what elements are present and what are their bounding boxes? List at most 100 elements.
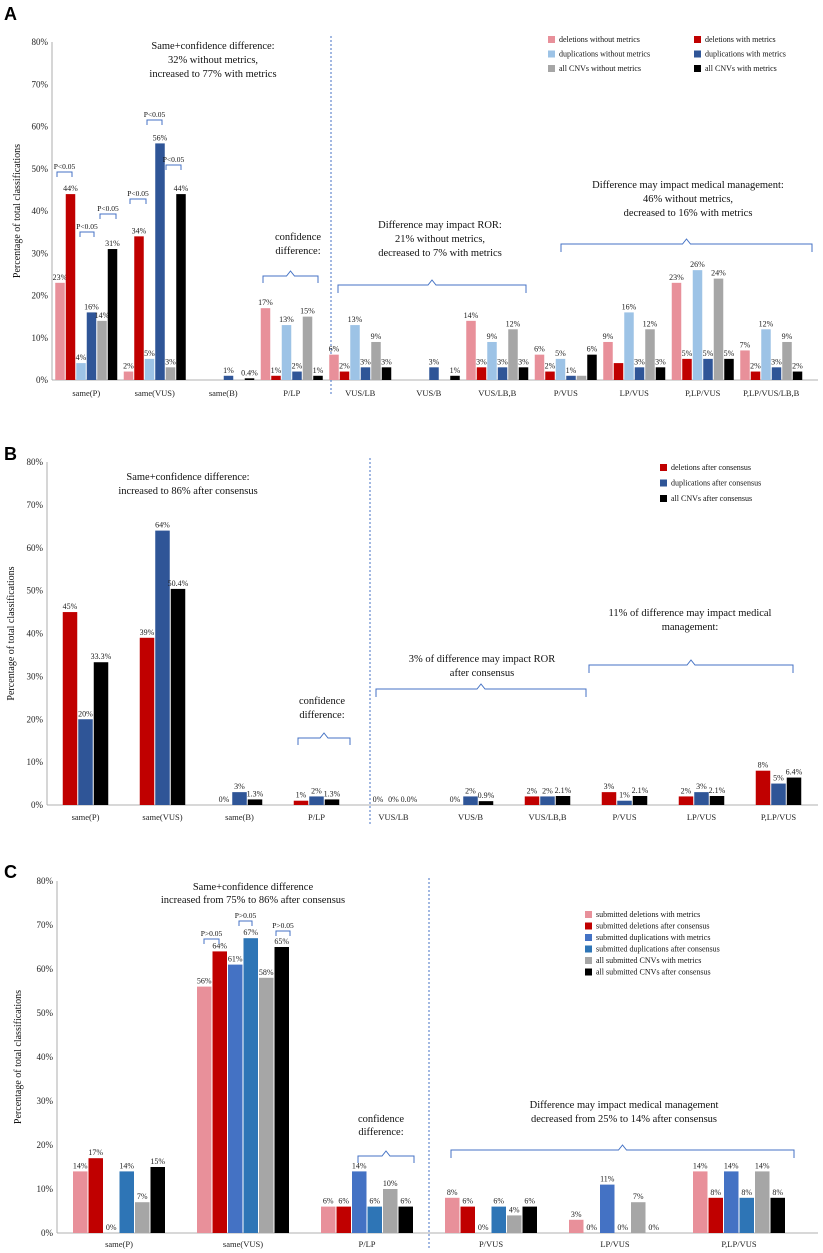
panel-b-legend-label: duplications after consensus <box>671 479 761 488</box>
panel-b-bar <box>78 719 93 805</box>
panel-c-annotation-text: Same+confidence difference <box>193 882 314 893</box>
panel-a-bar <box>487 341 497 380</box>
panel-a-bar <box>86 312 97 380</box>
panel-a-bar <box>671 282 682 380</box>
panel-a-significance-label: P<0.05 <box>76 222 98 231</box>
panel-c-bar <box>274 947 289 1233</box>
panel-c-bar <box>88 1158 103 1233</box>
panel-b-bar <box>555 795 571 805</box>
panel-b-data-label: 0% <box>373 795 384 804</box>
panel-c-legend-label: all submitted CNVs after consensus <box>596 968 711 977</box>
panel-b-data-label: 1% <box>619 791 630 800</box>
panel-c-data-label: 0% <box>648 1223 659 1232</box>
panel-c-bar <box>367 1206 382 1233</box>
panel-c-ytick-label: 10% <box>37 1184 54 1194</box>
panel-a-bar <box>107 249 118 380</box>
panel-a-data-label: 5% <box>682 349 693 358</box>
panel-b-bar <box>309 796 324 805</box>
panel-b-bar <box>678 796 694 805</box>
panel-c-ytick-label: 20% <box>37 1140 54 1150</box>
panel-a-legend-label: deletions with metrics <box>705 35 776 44</box>
panel-a-data-label: 5% <box>724 349 735 358</box>
panel-a-bar <box>576 375 587 380</box>
panel-c-data-label: 61% <box>228 955 243 964</box>
panel-a-annotation-text: difference: <box>275 246 320 257</box>
panel-b-ytick-label: 10% <box>27 757 44 767</box>
panel-b-data-label: 5% <box>773 774 784 783</box>
panel-a-ytick-label: 10% <box>32 333 49 343</box>
panel-letter-b: B <box>4 444 17 464</box>
panel-a-bar <box>771 367 782 380</box>
panel-a-bar <box>713 278 724 380</box>
panel-a-legend-label: duplications with metrics <box>705 50 786 59</box>
panel-c-data-label: 67% <box>243 928 258 937</box>
panel-c-data-label: 3% <box>571 1210 582 1219</box>
panel-c-ytick-label: 80% <box>37 876 54 886</box>
panel-a-data-label: 31% <box>105 239 120 248</box>
panel-a-legend-label: all CNVs with metrics <box>705 64 777 73</box>
panel-c-data-label: 8% <box>772 1188 783 1197</box>
panel-a-data-label: 2% <box>339 362 350 371</box>
panel-b-data-label: 2% <box>527 786 538 795</box>
panel-b-data-label: 45% <box>63 602 78 611</box>
panel-c-significance-label: P>0.05 <box>272 921 294 930</box>
panel-a-annotation-text: Same+confidence difference: <box>151 41 274 52</box>
panel-b-category-label: VUS/LB,B <box>528 812 566 822</box>
panel-b-data-label: 3% <box>604 782 615 791</box>
panel-c-data-label: 65% <box>274 937 289 946</box>
panel-c-legend-swatch <box>585 934 592 941</box>
panel-b-data-label: 1% <box>296 791 307 800</box>
panel-a-bar <box>450 375 460 380</box>
panel-c-bar <box>259 977 274 1233</box>
panel-c-category-label: same(VUS) <box>223 1239 263 1249</box>
panel-a-category-label: P/VUS <box>554 388 578 398</box>
panel-a-bar <box>144 358 155 380</box>
panel-b-bar <box>771 783 786 805</box>
panel-c-data-label: 56% <box>197 977 212 986</box>
panel-a-data-label: 1% <box>450 366 461 375</box>
panel-b-bar <box>709 795 725 805</box>
panel-a-bar <box>508 329 518 380</box>
panel-a-annotation-brace <box>560 238 813 252</box>
panel-a-data-label: 16% <box>622 302 637 311</box>
panel-b-data-label: 20% <box>78 709 93 718</box>
panel-a-significance-label: P<0.05 <box>97 204 119 213</box>
panel-a-data-label: 7% <box>740 340 751 349</box>
panel-c-ytick-label: 0% <box>41 1228 54 1238</box>
panel-a-bar <box>682 358 692 380</box>
panel-a-data-label: 6% <box>329 345 340 354</box>
panel-b-ytick-label: 30% <box>27 671 44 681</box>
panel-b-bar <box>247 799 263 805</box>
panel-b-bar <box>478 801 494 805</box>
panel-a-data-label: 3% <box>497 357 508 366</box>
panel-b-annotation-text: 11% of difference may impact medical <box>609 608 772 619</box>
panel-b-data-label: 2.1% <box>555 786 572 795</box>
panel-b-bar <box>755 770 771 805</box>
panel-a-legend-swatch <box>694 36 701 43</box>
panel-c-bar <box>755 1171 770 1233</box>
panel-b-annotation-text: 3% of difference may impact ROR <box>409 654 555 665</box>
panel-b-data-label: 64% <box>155 521 170 530</box>
panel-a-data-label: 1% <box>223 366 234 375</box>
panel-c-data-label: 6% <box>369 1197 380 1206</box>
panel-a-bar <box>750 371 761 380</box>
panel-c-bar <box>321 1206 336 1233</box>
panel-a-legend-label: all CNVs without metrics <box>559 64 641 73</box>
panel-c-annotation-text: Difference may impact medical management <box>530 1100 719 1111</box>
panel-a-data-label: 9% <box>603 332 614 341</box>
panel-a-bar <box>792 371 803 380</box>
panel-c-legend-swatch <box>585 945 592 953</box>
panel-b-bar <box>632 795 648 805</box>
panel-c-category-label: P/VUS <box>479 1239 503 1249</box>
panel-a-annotation-brace <box>337 279 527 293</box>
panel-c-data-label: 6% <box>400 1197 411 1206</box>
panel-b-data-label: 0% <box>388 795 399 804</box>
panel-a-bar <box>134 236 144 380</box>
panel-a-data-label: 4% <box>76 353 87 362</box>
panel-a-ytick-label: 80% <box>32 37 49 47</box>
panel-b-data-label: 2% <box>681 786 692 795</box>
panel-c-category-label: P/LP <box>358 1239 375 1249</box>
panel-b-data-label: 2% <box>311 786 322 795</box>
panel-a-bar <box>123 371 134 380</box>
panel-a-bar <box>429 367 439 380</box>
